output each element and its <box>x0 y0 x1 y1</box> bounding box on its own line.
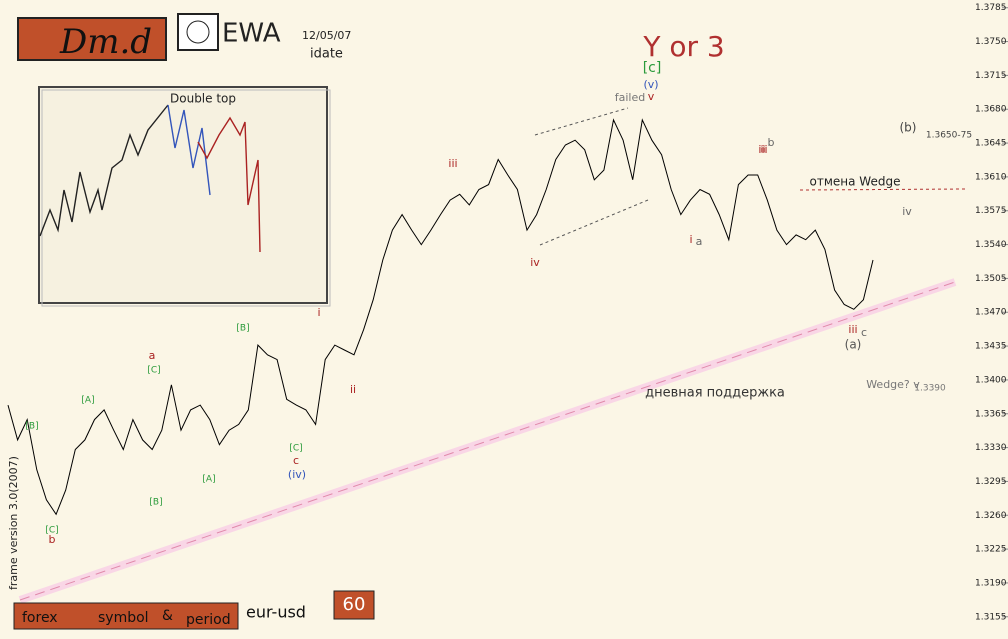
logo-text: Dm.d <box>59 22 152 62</box>
wave-label: (b) <box>900 121 917 135</box>
wave-label: iv <box>902 205 912 218</box>
wave-label: дневная поддержка <box>645 386 785 401</box>
header-date: 12/05/07 <box>302 29 351 42</box>
inset-line <box>167 104 211 196</box>
wave-label: (iv) <box>288 468 306 481</box>
wave-label: ii <box>760 146 765 156</box>
inset-line <box>197 116 261 253</box>
wave-label: Y or 3 <box>642 30 724 63</box>
channel-line <box>534 107 629 136</box>
wave-label: [A] <box>81 396 94 406</box>
y-tick-label: 1.3190 <box>975 578 1007 588</box>
version: frame version 3.0(2007) <box>7 456 20 590</box>
wave-label: b <box>49 533 56 546</box>
wave-label: a <box>149 349 156 362</box>
wave-label: (a) <box>845 338 862 352</box>
header: Dm.d EWA 12/05/07 idate forex symbol & p… <box>7 13 375 630</box>
wave-label: iv <box>530 256 540 269</box>
footer-box <box>13 602 239 630</box>
wave-label: (v) <box>643 78 658 91</box>
y-tick-label: 1.3330 <box>975 443 1007 453</box>
inset-frame <box>38 86 328 304</box>
wave-label: 1.3650-75 <box>926 131 972 141</box>
wave-label: ii <box>350 383 356 396</box>
y-tick-label: 1.3470 <box>975 308 1007 318</box>
y-tick-label: 1.3400 <box>975 375 1007 385</box>
y-tick-label: 1.3645 <box>975 139 1007 149</box>
wave-label: iii <box>848 323 857 336</box>
wave-label: [C] <box>45 526 58 536</box>
site-name: EWA <box>222 19 281 49</box>
wave-label: [B] <box>149 498 162 508</box>
wave-label: [A] <box>202 475 215 485</box>
wave-label: a <box>696 235 703 248</box>
header-date-label: idate <box>310 47 343 62</box>
inset-title: Double top <box>170 92 236 106</box>
inset-line <box>39 104 169 237</box>
support-line <box>19 281 956 601</box>
footer-period: 60 <box>343 594 366 615</box>
wave-label: отмена Wedge <box>810 175 901 189</box>
y-tick-label: 1.3680 <box>975 105 1007 115</box>
logo-icon <box>177 13 219 51</box>
inset-shadow <box>41 89 331 307</box>
wave-label: failed <box>615 91 645 104</box>
wave-label: i <box>689 233 692 246</box>
wave-label: [c] <box>643 60 662 76</box>
wave-label: i <box>317 306 320 319</box>
inset: Double top <box>38 86 331 307</box>
wave-label: c <box>861 326 867 339</box>
channel-line <box>539 199 649 246</box>
footer-period-label: period <box>186 612 231 628</box>
footer-symbol: eur-usd <box>246 603 306 622</box>
y-tick-label: 1.3610 <box>975 172 1007 182</box>
y-tick-label: 1.3155 <box>975 612 1007 622</box>
wave-label: [C] <box>147 366 160 376</box>
wave-label: c <box>293 454 299 467</box>
wave-label: iii <box>448 157 457 170</box>
wave-label: [C] <box>289 444 302 454</box>
price-line <box>7 118 874 516</box>
footer-and: & <box>162 608 173 624</box>
footer-symbol-label: symbol <box>98 610 149 626</box>
period-box <box>333 590 375 620</box>
wave-label: iii <box>758 143 767 156</box>
y-tick-label: 1.3750 <box>975 37 1007 47</box>
footer-market: forex <box>22 610 58 626</box>
y-tick-label: 1.3365 <box>975 409 1007 419</box>
y-tick-label: 1.3295 <box>975 477 1007 487</box>
y-tick-label: 1.3715 <box>975 71 1007 81</box>
logo-icon <box>186 20 210 44</box>
wave-label: v <box>648 90 655 103</box>
y-tick-label: 1.3435 <box>975 342 1007 352</box>
wave-label: [B] <box>25 422 38 432</box>
wave-label: Wedge? v <box>866 378 920 391</box>
y-tick-label: 1.3225 <box>975 545 1007 555</box>
wave-label: 1.3390 <box>914 384 946 394</box>
y-tick-label: 1.3260 <box>975 511 1007 521</box>
logo-box <box>17 17 167 61</box>
y-tick-label: 1.3505 <box>975 274 1007 284</box>
wave-label: b <box>768 136 775 149</box>
wave-label: [B] <box>236 324 249 334</box>
y-tick-label: 1.3575 <box>975 206 1007 216</box>
y-tick-label: 1.3540 <box>975 240 1007 250</box>
y-tick-label: 1.3785 <box>975 3 1007 13</box>
